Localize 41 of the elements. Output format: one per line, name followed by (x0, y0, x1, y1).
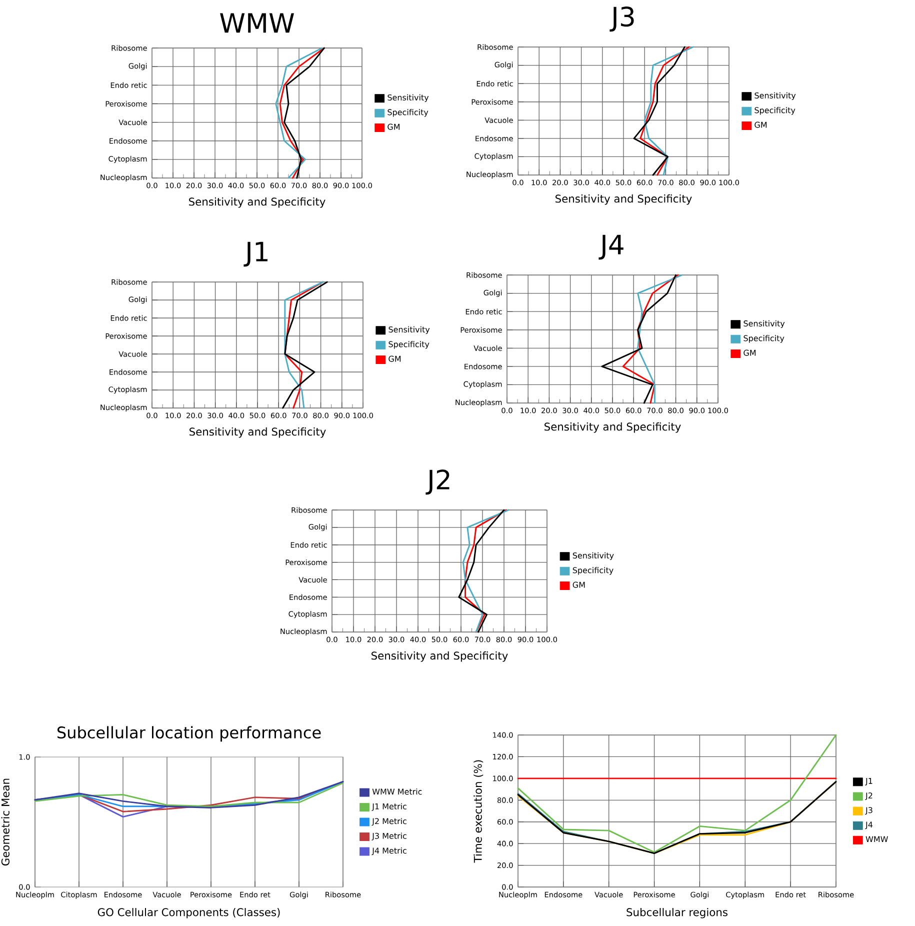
legend-label: GM (572, 582, 585, 588)
x-axis-title: Sensitivity and Specificity (544, 422, 681, 433)
line-series (517, 734, 837, 853)
legend-label: J2 (865, 792, 872, 800)
legend-label: Specificity (388, 109, 428, 117)
legend-label: Sensitivity (572, 552, 614, 560)
legend-label: GM (388, 124, 400, 130)
x-axis-title: Sensitivity and Specificity (372, 651, 508, 662)
legend-label: WMW (866, 836, 888, 842)
legend-label: J1 (865, 778, 872, 786)
y-axis-title: Geometric Mean (1, 778, 10, 866)
legend-label: Specificity (388, 341, 430, 349)
legend-label: GM (744, 350, 756, 356)
x-axis-title: Sensitivity and Specificity (556, 194, 692, 205)
legend-label: Sensitivity (744, 320, 785, 328)
legend-label: GM (754, 122, 767, 128)
legend-label: J2 Metric (372, 818, 406, 826)
legend-label: Sensitivity (388, 326, 430, 334)
legend-label: Specificity (754, 107, 796, 115)
chart-title: J3 (610, 6, 634, 32)
chart-title: J1 (244, 242, 268, 267)
x-axis-title: Subcellular regions (626, 908, 728, 918)
chart-title: J4 (598, 234, 624, 260)
legend-label: J1 Metric (372, 803, 406, 811)
legend-label: WMW Metric (372, 788, 422, 795)
x-axis-title: Sensitivity and Specificity (189, 197, 326, 208)
legend-label: Sensitivity (754, 92, 796, 100)
legend-label: Sensitivity (388, 94, 429, 102)
legend-label: J4 Metric (372, 847, 406, 856)
chart-title: J2 (426, 470, 450, 495)
legend-label: GM (388, 356, 401, 362)
x-axis-title: Sensitivity and Specificity (190, 427, 326, 438)
chart-title: WMW (220, 13, 294, 33)
legend-label: Specificity (744, 335, 784, 343)
legend-label: J3 (865, 807, 872, 815)
x-axis-title: GO Cellular Components (Classes) (98, 908, 280, 918)
legend-label: J3 Metric (372, 832, 406, 840)
legend-label: J4 (865, 822, 873, 830)
legend-label: Specificity (572, 567, 614, 575)
y-axis-title: Time execution (%) (474, 760, 484, 863)
chart-title: Subcellular location performance (58, 726, 321, 742)
